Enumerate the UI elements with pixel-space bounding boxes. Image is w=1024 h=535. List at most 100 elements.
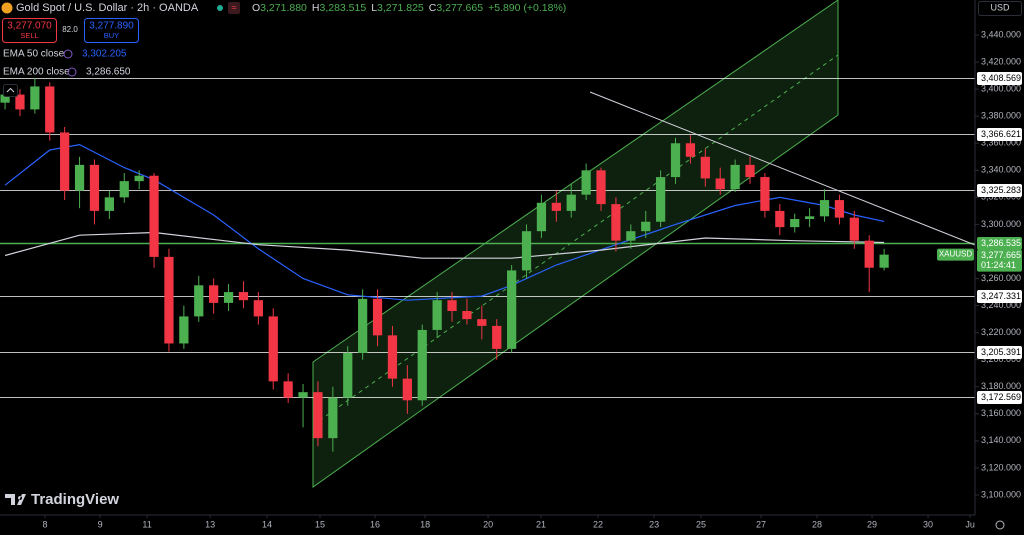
indicator-name[interactable]: EMA 50 close bbox=[3, 49, 65, 60]
candle-body bbox=[343, 352, 353, 398]
candle-body bbox=[775, 210, 785, 228]
candle-body bbox=[223, 292, 234, 303]
candle-body bbox=[849, 217, 859, 241]
sell-button[interactable] bbox=[2, 18, 57, 43]
candle-body bbox=[268, 316, 278, 382]
x-tick-label: 29 bbox=[867, 519, 877, 529]
y-tick-label: 3,400.000 bbox=[981, 84, 1021, 94]
price-level-tag bbox=[977, 72, 1022, 85]
candle-body bbox=[15, 94, 25, 110]
y-tick-label: 3,440.000 bbox=[981, 29, 1021, 39]
buy-button[interactable] bbox=[84, 18, 139, 43]
collapse-icon bbox=[6, 87, 15, 93]
y-tick-label: 3,300.000 bbox=[981, 219, 1021, 229]
price-level-label: 3,205.391 bbox=[981, 347, 1021, 357]
y-tick-label: 3,160.000 bbox=[981, 408, 1021, 418]
candle-body bbox=[45, 86, 55, 133]
brand-logo[interactable]: TradingView bbox=[5, 491, 119, 508]
candle-body bbox=[179, 316, 189, 344]
ema-line bbox=[4, 231, 885, 259]
y-tick-label: 3,140.000 bbox=[981, 435, 1021, 445]
h-value: 3,283.515 bbox=[319, 2, 366, 14]
candle-body bbox=[819, 200, 830, 217]
x-tick-label: 27 bbox=[756, 519, 766, 529]
price-level-label: 3,408.569 bbox=[981, 73, 1021, 83]
change: +5.890 (+0.18%) bbox=[488, 2, 566, 14]
price-level-label: 3,286.535 bbox=[981, 238, 1021, 248]
settings-icon[interactable] bbox=[995, 520, 1005, 530]
currency[interactable]: USD bbox=[990, 2, 1010, 12]
x-tick-label: 21 bbox=[536, 519, 546, 529]
price-level-label: 3,366.621 bbox=[981, 129, 1021, 139]
symbol-title[interactable]: Gold Spot / U.S. Dollar · 2h · OANDA bbox=[16, 2, 199, 14]
candle-body bbox=[30, 86, 40, 110]
price-level-tag bbox=[977, 184, 1022, 197]
candle-body bbox=[194, 285, 204, 317]
x-tick-label: 16 bbox=[370, 519, 380, 529]
o-value: 3,271.880 bbox=[260, 2, 307, 14]
c-label: C bbox=[429, 2, 437, 14]
price-level-label: 3,172.569 bbox=[981, 392, 1021, 402]
x-tick-label: 13 bbox=[205, 519, 215, 529]
candle-body bbox=[477, 319, 487, 326]
candle-body bbox=[149, 175, 159, 257]
x-tick-label: 14 bbox=[262, 519, 272, 529]
buy-label: BUY bbox=[104, 31, 119, 40]
collapse-button[interactable] bbox=[3, 84, 18, 97]
indicator-value: 3,286.650 bbox=[86, 67, 131, 78]
x-tick-label: 30 bbox=[923, 519, 933, 529]
y-tick-label: 3,100.000 bbox=[981, 489, 1021, 499]
candle-body bbox=[298, 392, 308, 398]
symbol-tag: XAUUSD bbox=[939, 250, 973, 259]
x-tick-label: 28 bbox=[812, 519, 822, 529]
candle-body bbox=[700, 156, 710, 179]
indicator-name[interactable]: EMA 200 close bbox=[3, 67, 70, 78]
market-status[interactable] bbox=[217, 5, 223, 11]
candle-body bbox=[358, 298, 368, 353]
data-flag[interactable] bbox=[228, 2, 240, 14]
c-value: 3,277.665 bbox=[436, 2, 483, 14]
candle-body bbox=[89, 164, 100, 211]
candle-body bbox=[670, 143, 681, 178]
candle-body bbox=[387, 335, 398, 379]
indicator-icon[interactable] bbox=[67, 67, 77, 77]
candle-body bbox=[432, 300, 442, 330]
candle-body bbox=[685, 143, 696, 157]
candle-body bbox=[283, 381, 293, 398]
y-tick-label: 3,380.000 bbox=[981, 111, 1021, 121]
symbol-tag-box bbox=[937, 248, 974, 261]
y-tick-label: 3,360.000 bbox=[981, 138, 1021, 148]
candle-body bbox=[656, 177, 666, 222]
candle-body bbox=[536, 202, 547, 232]
candle-body bbox=[805, 216, 815, 220]
candle-body bbox=[104, 197, 114, 211]
price-level-tag bbox=[977, 237, 1022, 250]
sell-label: SELL bbox=[20, 31, 38, 40]
candle-body bbox=[60, 132, 70, 191]
x-tick-label: Ju bbox=[965, 519, 975, 529]
h-label: H bbox=[312, 2, 320, 14]
candle-body bbox=[730, 164, 740, 190]
candle-body bbox=[0, 94, 10, 103]
candle-body bbox=[447, 300, 457, 312]
candle-body bbox=[462, 311, 472, 320]
indicator-icon[interactable] bbox=[63, 49, 73, 59]
y-tick-label: 3,120.000 bbox=[981, 462, 1021, 472]
trend-line[interactable] bbox=[589, 91, 976, 246]
candle-body bbox=[864, 240, 874, 268]
candle-body bbox=[626, 231, 636, 241]
x-tick-label: 9 bbox=[98, 519, 103, 529]
candle-body bbox=[328, 397, 338, 439]
x-tick-label: 20 bbox=[483, 519, 493, 529]
indicator-value: 3,302.205 bbox=[82, 49, 127, 60]
brand-name: TradingView bbox=[31, 491, 119, 508]
y-tick-label: 3,420.000 bbox=[981, 56, 1021, 66]
candle-body bbox=[507, 270, 517, 349]
candle-body bbox=[253, 300, 263, 317]
l-label: L bbox=[371, 2, 377, 14]
candle-body bbox=[492, 325, 502, 349]
candle-body bbox=[611, 204, 621, 241]
candle-body bbox=[209, 285, 219, 303]
sell-price: 3,277.070 bbox=[7, 21, 52, 32]
buy-price: 3,277.890 bbox=[89, 21, 134, 32]
